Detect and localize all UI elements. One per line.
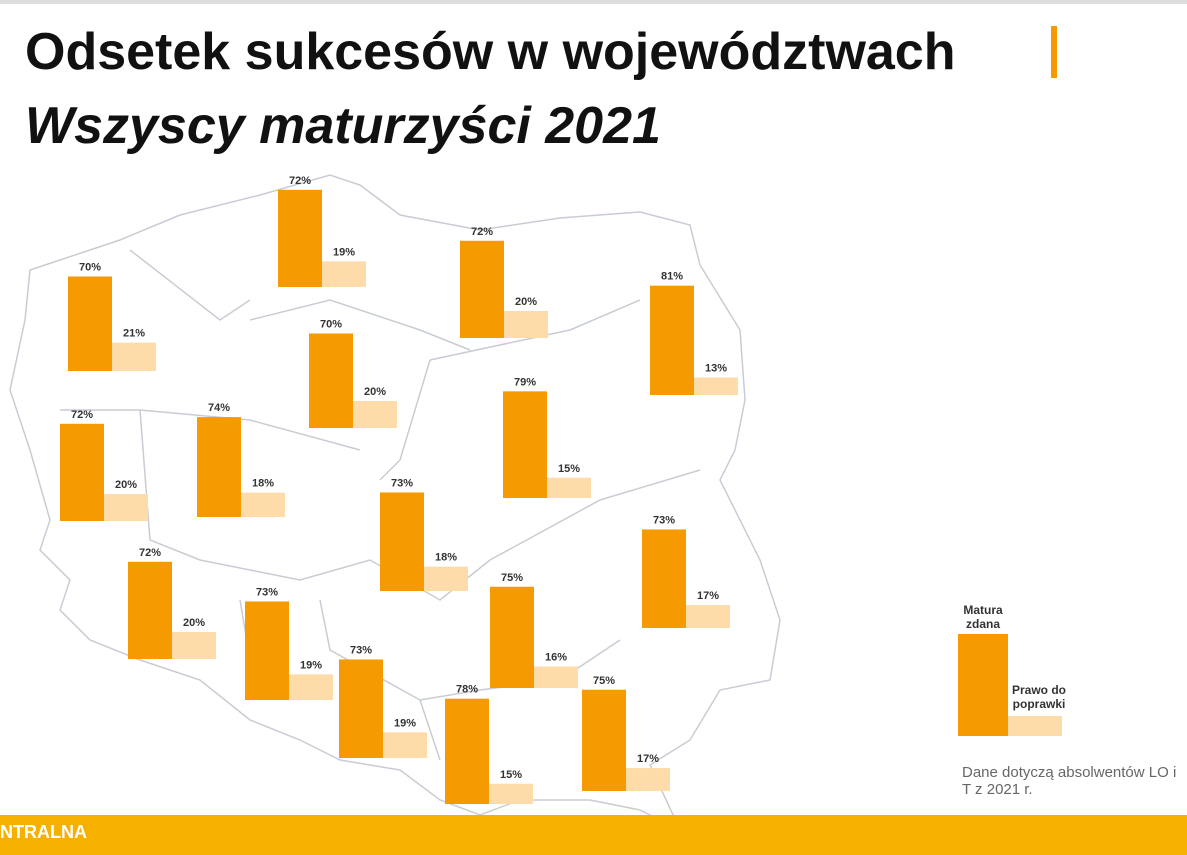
bar <box>490 586 534 688</box>
value-label: 72% <box>139 547 161 559</box>
value-label: 19% <box>394 717 416 729</box>
bar <box>172 632 216 659</box>
bar <box>68 276 112 371</box>
bar <box>278 189 322 287</box>
bar <box>489 783 533 804</box>
value-label: 20% <box>115 479 137 491</box>
bar <box>547 477 591 498</box>
value-label: 75% <box>593 675 615 687</box>
bar <box>424 566 468 591</box>
bar <box>380 492 424 591</box>
value-label: 19% <box>300 659 322 671</box>
value-label: 70% <box>320 319 342 331</box>
top-border <box>0 0 1187 4</box>
bar <box>128 561 172 659</box>
bar <box>686 605 730 628</box>
bar <box>383 732 427 758</box>
value-label: 17% <box>637 753 659 765</box>
bar <box>650 285 694 395</box>
bar <box>197 417 241 517</box>
legend-swatch <box>1008 716 1062 736</box>
value-label: 72% <box>289 175 311 187</box>
value-label: 78% <box>456 684 478 696</box>
bar <box>112 342 156 371</box>
subtitle: Wszyscy maturzyści 2021 <box>25 97 661 155</box>
value-label: 73% <box>653 514 675 526</box>
bar <box>460 240 504 338</box>
value-label: 15% <box>558 463 580 475</box>
bar <box>626 768 670 791</box>
value-label: 21% <box>123 328 145 340</box>
bar <box>503 391 547 498</box>
value-label: 72% <box>471 226 493 238</box>
legend-swatch <box>958 634 1008 736</box>
bar <box>339 659 383 758</box>
bar <box>60 423 104 521</box>
value-label: 20% <box>364 386 386 398</box>
value-label: 81% <box>661 271 683 283</box>
value-label: 72% <box>71 409 93 421</box>
legend-label: Prawo do poprawki <box>1011 683 1066 711</box>
footer-band <box>0 815 1187 855</box>
bar <box>245 601 289 700</box>
value-label: 73% <box>350 644 372 656</box>
value-label: 16% <box>545 651 567 663</box>
value-label: 74% <box>208 402 230 414</box>
value-label: 73% <box>391 477 413 489</box>
bar <box>104 494 148 521</box>
bar <box>289 674 333 700</box>
note: Dane dotyczą absolwentów LO i T z 2021 r… <box>962 764 1177 798</box>
footer-text: NTRALNA <box>0 822 87 842</box>
bar <box>504 311 548 338</box>
value-label: 18% <box>435 552 457 564</box>
legend-label: Matura zdana <box>963 603 1003 631</box>
value-label: 20% <box>183 617 205 629</box>
value-label: 19% <box>333 246 355 258</box>
value-label: 75% <box>501 572 523 584</box>
bar <box>309 333 353 428</box>
bar <box>534 666 578 688</box>
value-label: 70% <box>79 262 101 274</box>
bar <box>694 377 738 395</box>
value-label: 17% <box>697 590 719 602</box>
value-label: 18% <box>252 478 274 490</box>
title: Odsetek sukcesów w województwach <box>25 23 956 81</box>
title-separator <box>1051 26 1057 78</box>
bar <box>353 401 397 428</box>
value-label: 13% <box>705 362 727 374</box>
bar <box>322 261 366 287</box>
bar <box>241 492 285 517</box>
value-label: 15% <box>500 769 522 781</box>
value-label: 20% <box>515 296 537 308</box>
value-label: 73% <box>256 586 278 598</box>
value-label: 79% <box>514 376 536 388</box>
bar <box>445 698 489 804</box>
bar <box>642 529 686 628</box>
bar <box>582 689 626 791</box>
